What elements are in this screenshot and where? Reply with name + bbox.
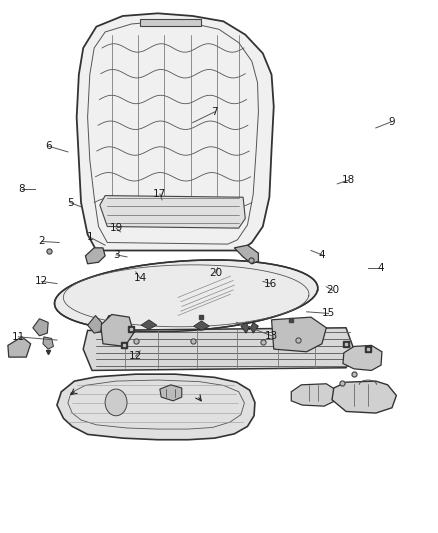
Polygon shape [234,245,258,264]
Polygon shape [8,337,31,357]
Text: 11: 11 [12,332,25,342]
Text: 15: 15 [322,309,335,318]
Text: 7: 7 [211,107,218,117]
Polygon shape [141,320,157,329]
Polygon shape [57,374,255,440]
Text: 5: 5 [67,198,74,207]
Text: 4: 4 [378,263,385,273]
Polygon shape [33,319,48,336]
Text: 9: 9 [389,117,396,126]
Polygon shape [140,19,201,26]
Text: 18: 18 [342,175,355,185]
Text: 6: 6 [45,141,52,151]
Polygon shape [105,316,125,328]
Polygon shape [43,337,53,349]
Polygon shape [291,384,336,406]
Text: 20: 20 [209,268,222,278]
Polygon shape [343,345,382,370]
Polygon shape [101,314,134,346]
Text: 3: 3 [113,250,120,260]
Polygon shape [88,316,102,333]
Text: 20: 20 [326,286,339,295]
Circle shape [105,389,127,416]
Polygon shape [160,385,182,401]
Polygon shape [332,381,396,413]
Polygon shape [100,196,245,228]
Text: 4: 4 [318,250,325,260]
Text: 8: 8 [18,184,25,194]
Text: 1: 1 [86,232,93,242]
Polygon shape [194,321,209,330]
Text: 12: 12 [129,351,142,361]
Text: 16: 16 [264,279,277,288]
Polygon shape [110,316,126,326]
Polygon shape [272,317,326,352]
Text: 12: 12 [35,277,48,286]
Text: 14: 14 [134,273,147,283]
Text: 2: 2 [38,237,45,246]
Text: 17: 17 [153,189,166,199]
Polygon shape [54,260,318,332]
Polygon shape [85,248,105,264]
Polygon shape [241,322,258,333]
Polygon shape [83,328,355,370]
Text: 13: 13 [265,331,278,341]
Text: 19: 19 [110,223,123,233]
Polygon shape [77,13,274,251]
